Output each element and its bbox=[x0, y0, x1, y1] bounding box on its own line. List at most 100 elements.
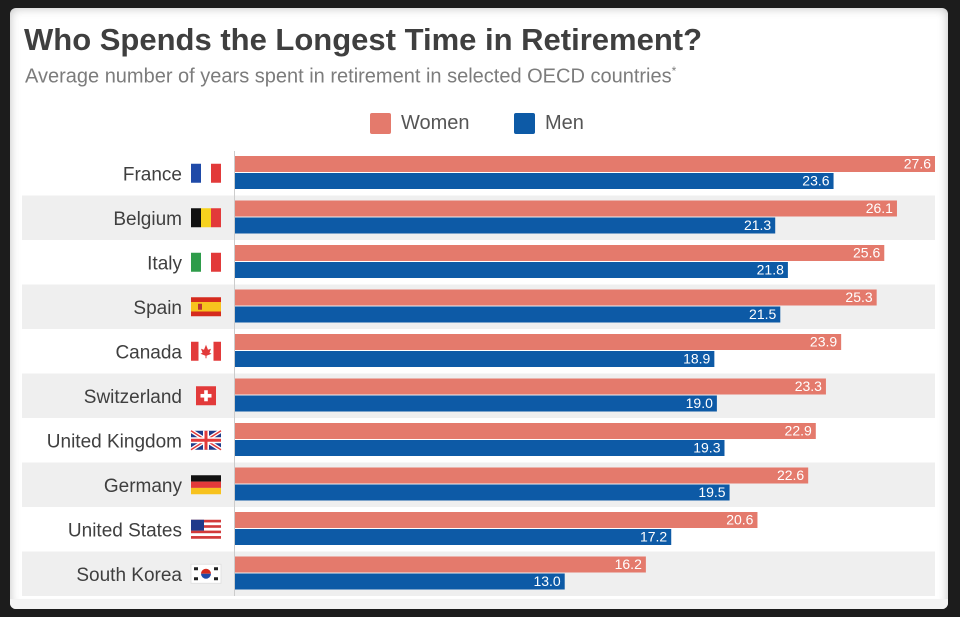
flag-spain-icon bbox=[191, 297, 221, 317]
data-label-women: 23.3 bbox=[795, 378, 822, 394]
flag-stripe bbox=[211, 252, 221, 272]
flag-trigram bbox=[194, 567, 198, 571]
legend-item-men: Men bbox=[514, 112, 584, 135]
flag-canton bbox=[191, 519, 204, 531]
flag-stripe bbox=[191, 487, 221, 495]
flag-stripe bbox=[191, 163, 201, 183]
category-label: Belgium bbox=[113, 209, 182, 230]
bar-men bbox=[235, 306, 781, 323]
chart-subtitle: Average number of years spent in retirem… bbox=[25, 64, 676, 89]
data-label-men: 21.8 bbox=[757, 262, 784, 278]
category-label: Switzerland bbox=[84, 387, 182, 408]
bar-women bbox=[235, 156, 935, 172]
bar-men bbox=[235, 395, 717, 412]
flag-stripe bbox=[201, 163, 211, 183]
flag-italy-icon bbox=[191, 252, 221, 272]
bar-women bbox=[235, 245, 885, 261]
data-label-men: 19.3 bbox=[693, 440, 720, 456]
subtitle-text: Average number of years spent in retirem… bbox=[25, 65, 672, 88]
flag-stripe bbox=[191, 341, 199, 361]
chart-card: Who Spends the Longest Time in Retiremen… bbox=[10, 8, 948, 609]
data-label-men: 18.9 bbox=[683, 351, 710, 367]
data-label-women: 22.9 bbox=[785, 423, 812, 439]
bar-men bbox=[235, 484, 730, 501]
category-label: France bbox=[123, 164, 182, 185]
flag-south-korea-icon bbox=[190, 563, 222, 584]
bar-chart: France 27.6 23.6 Belgium 26.1 21.3 Italy 25.6 21… bbox=[22, 151, 935, 596]
data-label-men: 13.0 bbox=[533, 573, 560, 589]
flag-stripe bbox=[191, 302, 221, 312]
data-label-women: 27.6 bbox=[904, 156, 931, 172]
data-label-women: 16.2 bbox=[615, 556, 642, 572]
flag-stripe bbox=[213, 341, 221, 361]
bar-women bbox=[235, 289, 877, 306]
bar-men bbox=[235, 529, 672, 545]
bar-women bbox=[235, 467, 809, 484]
category-label: United Kingdom bbox=[47, 431, 182, 452]
flag-france-icon bbox=[191, 163, 221, 183]
flag-stripe bbox=[191, 481, 221, 488]
chart-title: Who Spends the Longest Time in Retiremen… bbox=[24, 22, 703, 57]
data-label-women: 25.6 bbox=[853, 245, 880, 261]
data-label-men: 21.5 bbox=[749, 306, 776, 322]
legend-label-men: Men bbox=[545, 112, 584, 134]
flag-emblem bbox=[198, 303, 202, 310]
category-label: Spain bbox=[133, 298, 182, 319]
flag-stripe bbox=[191, 208, 201, 228]
flag-stripe bbox=[211, 208, 221, 228]
flag-trigram bbox=[194, 577, 198, 581]
flag-stripe bbox=[191, 530, 221, 534]
data-label-women: 22.6 bbox=[777, 467, 804, 483]
data-label-women: 23.9 bbox=[810, 334, 837, 350]
flag-stripe bbox=[201, 252, 211, 272]
category-label: United States bbox=[68, 520, 182, 541]
data-label-men: 17.2 bbox=[640, 529, 667, 545]
bar-women bbox=[235, 556, 646, 573]
bar-men bbox=[235, 573, 565, 590]
legend-label-women: Women bbox=[401, 112, 470, 134]
flag-trigram bbox=[214, 577, 218, 581]
bar-men bbox=[235, 262, 788, 278]
category-label: South Korea bbox=[76, 565, 182, 586]
legend-swatch-men bbox=[514, 113, 535, 134]
data-label-men: 19.0 bbox=[686, 395, 713, 411]
flag-cross bbox=[200, 393, 212, 398]
bar-men bbox=[235, 173, 834, 189]
flag-stripe bbox=[191, 536, 221, 539]
flag-stripe bbox=[211, 163, 221, 183]
flag-uk-icon bbox=[189, 429, 223, 452]
flag-stripe bbox=[201, 208, 211, 228]
bar-women bbox=[235, 334, 842, 350]
flag-taegeuk bbox=[201, 568, 211, 574]
flag-trigram bbox=[214, 567, 218, 571]
flag-stripe bbox=[191, 533, 221, 537]
flag-germany-icon bbox=[191, 475, 221, 495]
flag-canada-icon bbox=[191, 341, 221, 361]
legend-swatch-women bbox=[370, 113, 391, 134]
footer-strip bbox=[10, 599, 948, 609]
data-label-women: 25.3 bbox=[845, 289, 872, 305]
bar-women bbox=[235, 512, 758, 528]
data-label-men: 19.5 bbox=[698, 484, 725, 500]
flag-stripe bbox=[191, 527, 221, 531]
flag-stripe bbox=[191, 519, 221, 523]
bar-women bbox=[235, 423, 816, 439]
bar-women bbox=[235, 200, 897, 217]
bar-men bbox=[235, 440, 725, 456]
flag-stripe bbox=[191, 252, 201, 272]
category-label: Canada bbox=[115, 342, 182, 363]
data-label-men: 21.3 bbox=[744, 217, 771, 233]
flag-stripe bbox=[191, 522, 221, 526]
bar-men bbox=[235, 351, 715, 367]
flag-maple-leaf bbox=[200, 344, 212, 359]
flag-cross bbox=[191, 438, 221, 442]
legend-item-women: Women bbox=[370, 112, 470, 135]
flag-stripe bbox=[191, 475, 221, 482]
flag-usa-icon bbox=[191, 519, 221, 539]
flag-switzerland-icon bbox=[196, 386, 216, 406]
data-label-men: 23.6 bbox=[802, 173, 829, 189]
bar-women bbox=[235, 378, 826, 395]
data-label-women: 20.6 bbox=[726, 512, 753, 528]
bar-men bbox=[235, 217, 776, 234]
flag-stripe bbox=[191, 525, 221, 528]
